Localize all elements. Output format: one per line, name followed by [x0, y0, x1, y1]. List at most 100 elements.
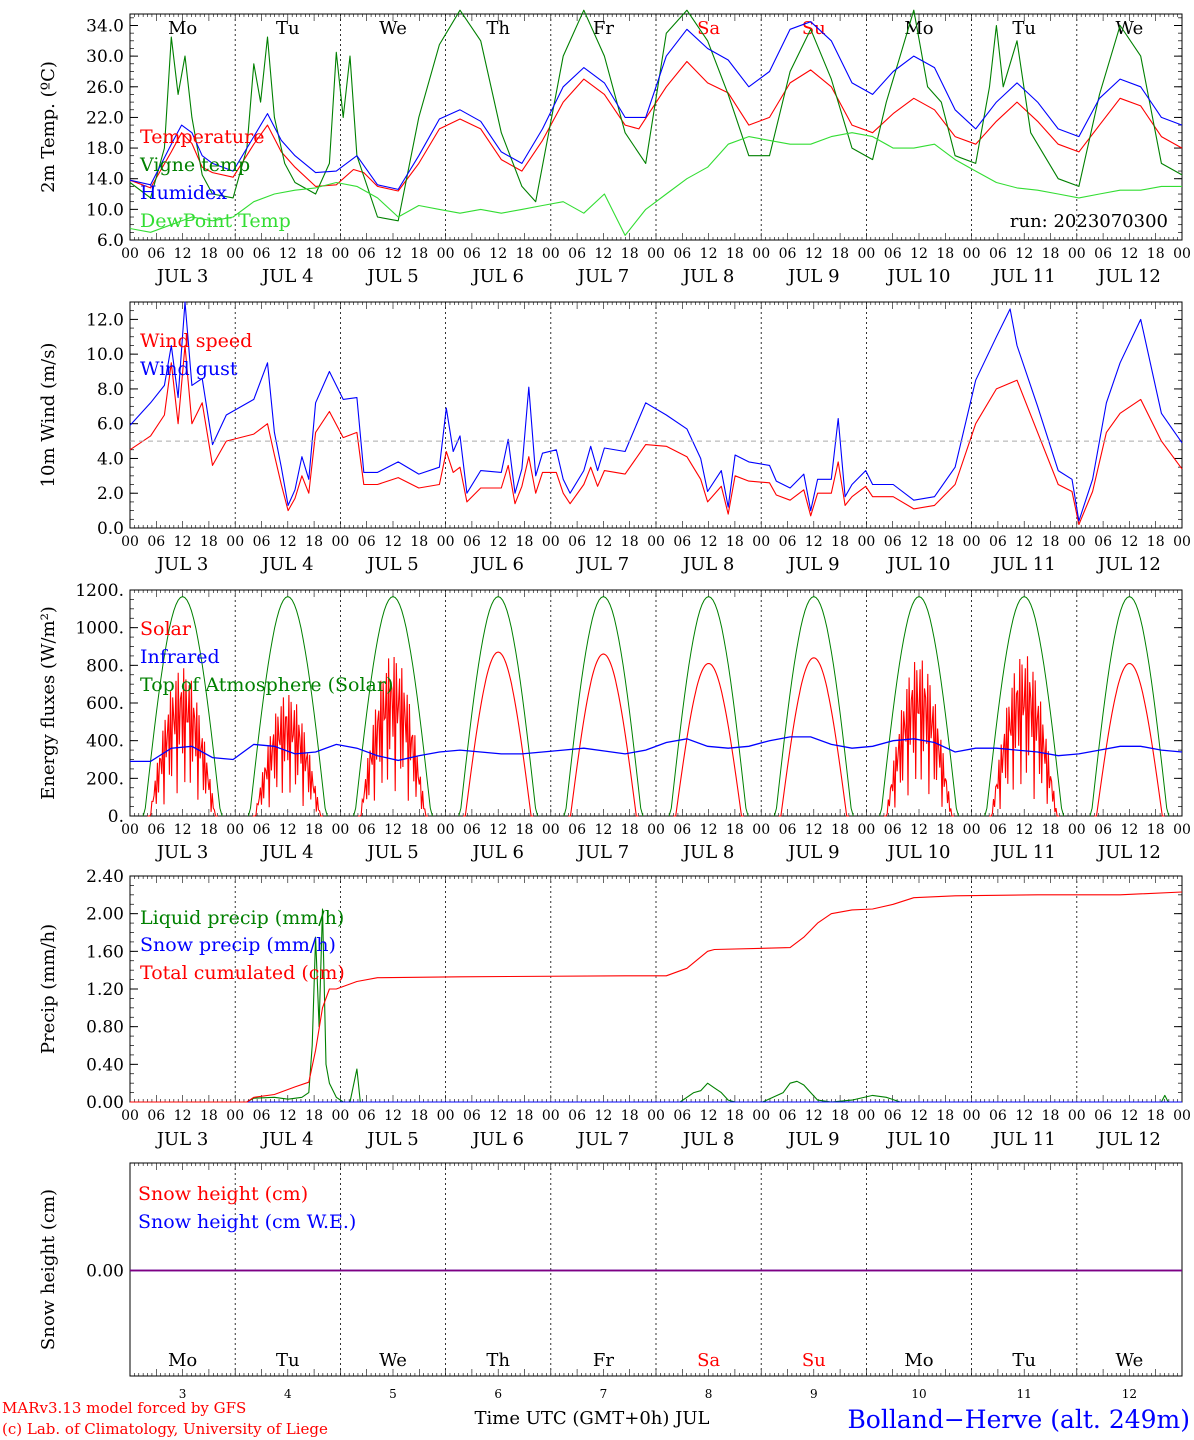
y-tick-label: 0.40: [86, 1055, 124, 1075]
x-hour-label: 06: [884, 246, 902, 262]
series-dewpoint-temp: [129, 132, 1182, 236]
series-total-cumulated-cm-: [130, 891, 1183, 1103]
x-date-label: JUL 4: [260, 842, 314, 863]
x-hour-label: 00: [963, 246, 981, 262]
series-wind-speed: [129, 344, 1183, 526]
x-hour-label: 00: [963, 534, 981, 550]
weekday-label: Mo: [904, 18, 933, 39]
x-hour-label: 06: [358, 1108, 376, 1124]
x-hour-label: 00: [1068, 246, 1086, 262]
y-tick-label: 2.0: [97, 484, 124, 504]
y-tick-label: 6.0: [97, 415, 124, 435]
day-number: 5: [389, 1387, 397, 1401]
x-date-label: JUL 4: [260, 1129, 314, 1150]
x-hour-label: 00: [226, 1108, 244, 1124]
x-hour-label: 18: [1147, 246, 1165, 262]
x-hour-label: 06: [147, 534, 165, 550]
y-tick-label: 22.0: [86, 108, 124, 128]
weekday-label: Tu: [276, 1350, 300, 1371]
x-hour-label: 18: [1147, 1108, 1165, 1124]
day-number: 3: [179, 1387, 187, 1401]
day-number: 7: [600, 1387, 608, 1401]
solar-curve: [1094, 662, 1165, 817]
x-hour-label: 00: [963, 1108, 981, 1124]
weekday-label: Fr: [593, 1350, 614, 1371]
x-hour-label: 18: [936, 246, 954, 262]
legend-entry: Solar: [140, 618, 192, 640]
x-date-label: JUL 6: [470, 554, 524, 575]
x-hour-label: 18: [621, 534, 639, 550]
x-date-label: JUL 10: [886, 1129, 951, 1150]
x-hour-label: 12: [1015, 534, 1033, 550]
y-tick-label: 800.: [86, 656, 124, 676]
x-hour-label: 06: [1094, 822, 1112, 838]
x-hour-label: 18: [831, 246, 849, 262]
x-hour-label: 12: [805, 246, 823, 262]
x-hour-label: 12: [279, 246, 297, 262]
weekday-label: Tu: [276, 18, 300, 39]
x-hour-label: 18: [516, 246, 534, 262]
x-hour-label: 12: [384, 534, 402, 550]
toa-solar-arc: [563, 596, 644, 817]
x-hour-label: 12: [910, 822, 928, 838]
weekday-label: We: [1116, 18, 1144, 39]
day-number: 12: [1122, 1387, 1137, 1401]
x-date-label: JUL 5: [365, 554, 419, 575]
legend-entry: Wind speed: [140, 330, 252, 352]
x-hour-label: 12: [700, 1108, 718, 1124]
x-hour-label: 06: [884, 1108, 902, 1124]
x-date-label: JUL 11: [991, 266, 1056, 287]
y-tick-label: 30.0: [86, 47, 124, 67]
x-hour-label: 12: [910, 534, 928, 550]
panel-3: 0. 200. 400. 600. 800. 1000. 1200. Energy fluxe…: [38, 581, 1191, 863]
run-label: run: 2023070300: [1010, 211, 1168, 232]
y-tick-label: 2.00: [86, 905, 124, 925]
y-tick-label: 10.0: [86, 200, 124, 220]
y-tick-label: 34.0: [86, 16, 124, 36]
x-date-label: JUL 11: [991, 554, 1056, 575]
x-hour-label: 00: [542, 822, 560, 838]
x-hour-label: 00: [437, 822, 455, 838]
x-hour-label: 18: [726, 1108, 744, 1124]
x-hour-label: 00: [226, 246, 244, 262]
x-hour-label: 12: [174, 1108, 192, 1124]
panel-2: 0.0 2.0 4.0 6.0 8.0 10.0 12.0 10m Wind (m/s) 00 0…: [38, 301, 1191, 575]
station-title: Bolland−Herve (alt. 249m): [847, 1405, 1190, 1434]
toa-solar-arc: [353, 596, 433, 817]
y-tick-label: 600.: [86, 694, 124, 714]
y-tick-label: 2.40: [86, 867, 124, 887]
toa-solar-arc: [984, 596, 1065, 817]
x-hour-label: 06: [568, 246, 586, 262]
x-hour-label: 06: [779, 246, 797, 262]
x-hour-label: 18: [936, 1108, 954, 1124]
x-hour-label: 06: [358, 246, 376, 262]
x-hour-label: 12: [1120, 822, 1138, 838]
x-hour-label: 00: [857, 246, 875, 262]
x-hour-label: 06: [673, 1108, 691, 1124]
x-hour-label: 00: [647, 534, 665, 550]
x-hour-label: 00: [437, 246, 455, 262]
x-date-label: JUL 10: [886, 266, 951, 287]
x-hour-label: 18: [410, 822, 428, 838]
x-hour-label: 06: [253, 246, 271, 262]
weekday-label: We: [379, 1350, 407, 1371]
x-hour-label: 18: [516, 1108, 534, 1124]
x-hour-label: 00: [752, 534, 770, 550]
x-hour-label: 06: [463, 534, 481, 550]
day-number: 8: [705, 1387, 713, 1401]
legend-entry: DewPoint Temp: [140, 210, 291, 232]
x-hour-label: 12: [805, 534, 823, 550]
x-hour-label: 06: [358, 534, 376, 550]
series-wind-gust: [129, 301, 1183, 522]
y-axis-label: Snow height (cm): [38, 1189, 59, 1350]
x-hour-label: 18: [831, 534, 849, 550]
x-hour-label: 12: [279, 822, 297, 838]
y-tick-label: 400.: [86, 732, 124, 752]
x-hour-label: 18: [1042, 534, 1060, 550]
x-date-label: JUL 9: [786, 554, 840, 575]
x-date-label: JUL 5: [365, 842, 419, 863]
x-hour-label: 12: [700, 534, 718, 550]
x-date-label: JUL 8: [681, 554, 735, 575]
panel-1: 6.0 10.0 14.0 18.0 22.0 26.0 30.0 34.0 2m Temp. …: [38, 9, 1191, 287]
x-hour-label: 06: [253, 822, 271, 838]
